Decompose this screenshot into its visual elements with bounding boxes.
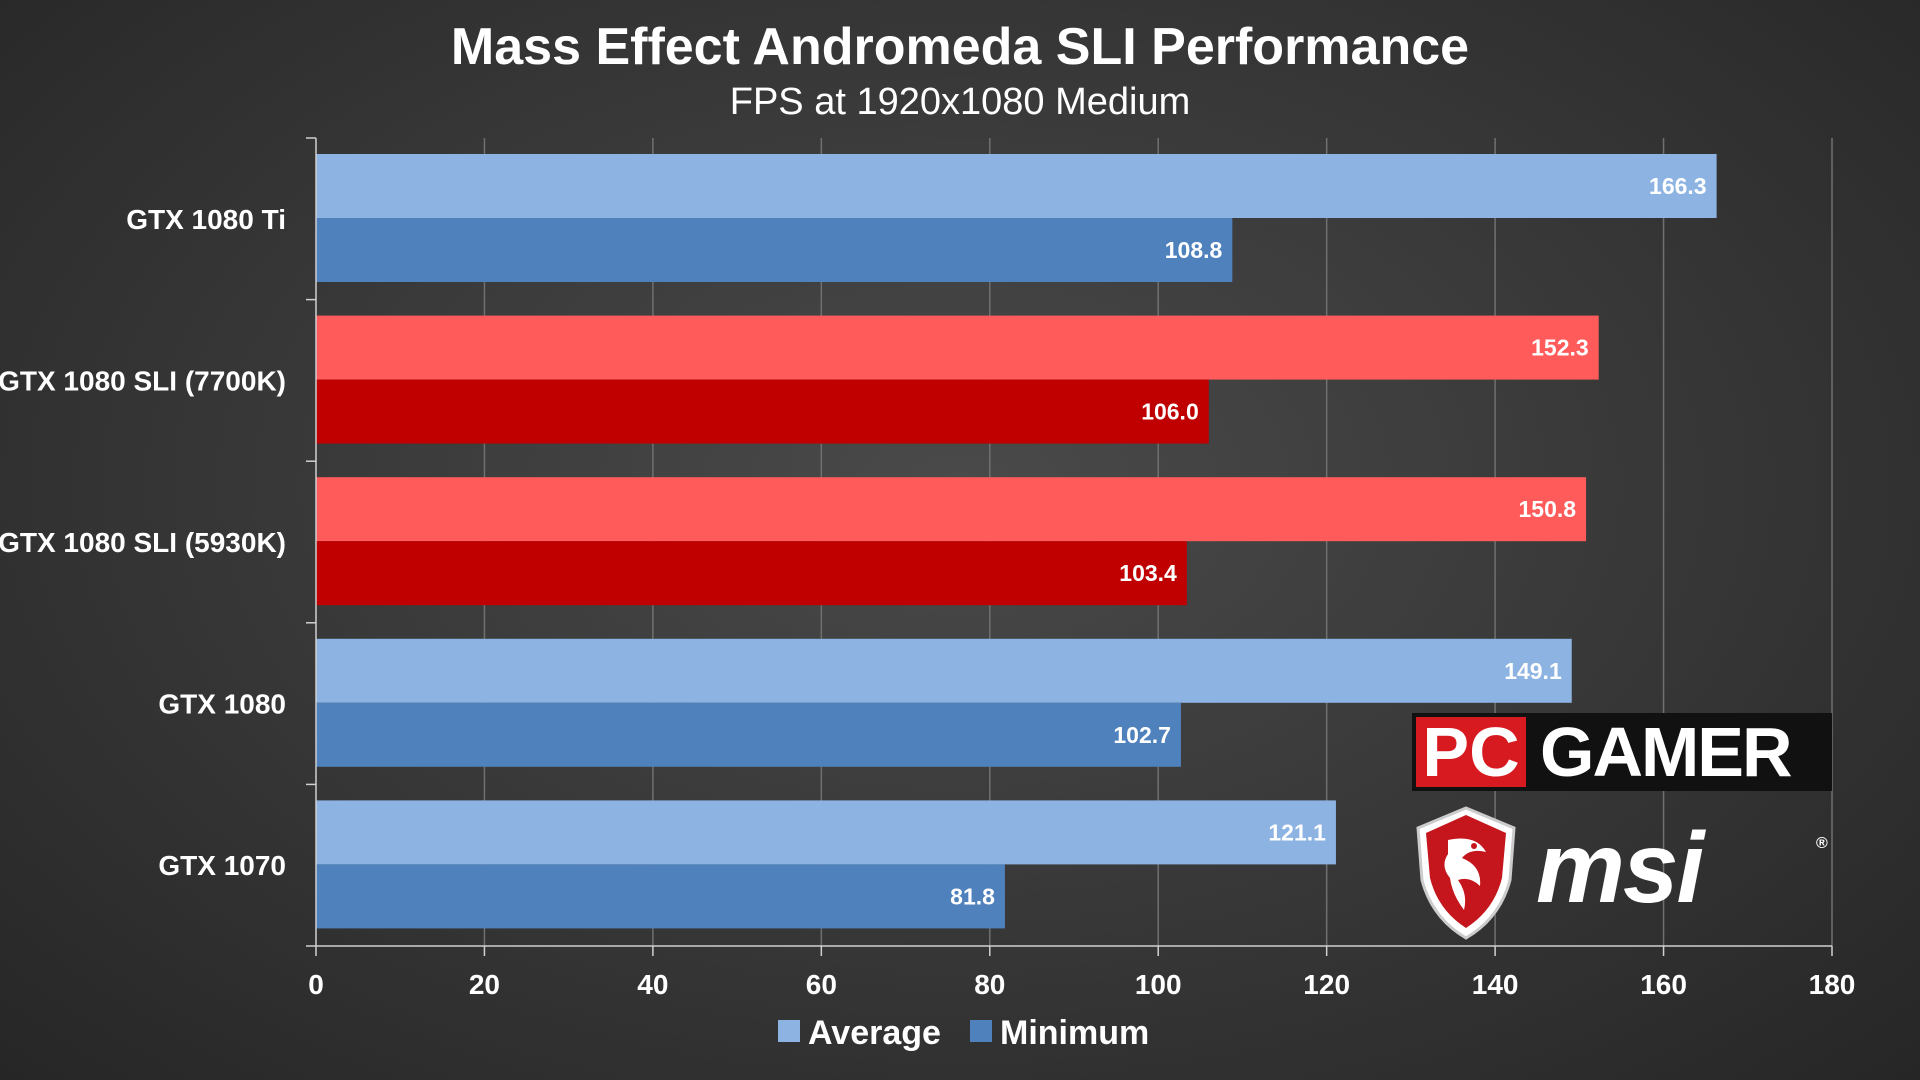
pcgamer-logo-pc-text: PC xyxy=(1422,713,1519,791)
bar-minimum-3 xyxy=(316,702,1181,767)
bar-value-label-minimum-3: 102.7 xyxy=(1113,722,1171,748)
x-tick-label-80: 80 xyxy=(974,969,1005,1000)
msi-registered-mark: ® xyxy=(1816,835,1828,852)
bar-average-0 xyxy=(316,154,1717,218)
bar-minimum-1 xyxy=(316,379,1209,444)
bar-value-label-minimum-0: 108.8 xyxy=(1165,237,1223,263)
x-tick-label-100: 100 xyxy=(1135,969,1182,1000)
bar-value-label-minimum-2: 103.4 xyxy=(1119,560,1177,586)
x-tick-label-40: 40 xyxy=(637,969,668,1000)
x-tick-label-160: 160 xyxy=(1640,969,1687,1000)
msi-logo: msi ® xyxy=(1416,806,1828,940)
category-label: GTX 1080 SLI (7700K) xyxy=(0,365,286,396)
chart-subtitle: FPS at 1920x1080 Medium xyxy=(730,81,1191,123)
bar-minimum-0 xyxy=(316,218,1233,282)
category-label: GTX 1080 Ti xyxy=(126,204,286,235)
bar-average-1 xyxy=(316,315,1599,380)
x-tick-label-120: 120 xyxy=(1303,969,1350,1000)
bars xyxy=(316,154,1717,929)
legend-label-minimum: Minimum xyxy=(1000,1014,1149,1052)
bar-minimum-2 xyxy=(316,541,1187,606)
bar-value-label-average-0: 166.3 xyxy=(1649,173,1707,199)
bar-average-2 xyxy=(316,477,1587,542)
msi-dragon-shield-icon xyxy=(1416,806,1516,940)
x-tick-label-20: 20 xyxy=(469,969,500,1000)
bar-value-label-minimum-4: 81.8 xyxy=(950,883,995,909)
category-label: GTX 1070 xyxy=(158,850,286,881)
legend-swatch-minimum xyxy=(970,1020,992,1042)
labels: GTX 1080 Ti 166.3 108.8 GTX 1080 SLI (7700K… xyxy=(0,173,1707,909)
legend: Average Minimum xyxy=(778,1014,1149,1052)
bar-value-label-average-1: 152.3 xyxy=(1531,335,1589,361)
x-tick-label-60: 60 xyxy=(806,969,837,1000)
x-tick-label-0: 0 xyxy=(308,969,324,1000)
pcgamer-logo-gamer-text: GAMER xyxy=(1540,713,1792,791)
bar-average-4 xyxy=(316,800,1336,865)
category-label: GTX 1080 SLI (5930K) xyxy=(0,527,286,558)
legend-label-average: Average xyxy=(808,1014,941,1052)
bar-minimum-4 xyxy=(316,864,1005,929)
msi-logo-text: msi xyxy=(1536,812,1707,924)
bar-average-3 xyxy=(316,638,1572,703)
legend-swatch-average xyxy=(778,1020,800,1042)
pcgamer-logo: PC GAMER xyxy=(1412,713,1832,791)
bar-value-label-minimum-1: 106.0 xyxy=(1141,399,1199,425)
axes: 0 20 40 60 80 100 120 140 160 180 xyxy=(306,137,1856,1000)
x-tick-label-180: 180 xyxy=(1809,969,1856,1000)
category-label: GTX 1080 xyxy=(158,689,286,720)
chart-title: Mass Effect Andromeda SLI Performance xyxy=(451,18,1469,76)
bar-value-label-average-3: 149.1 xyxy=(1504,658,1562,684)
pcgamer-logo-pc-block xyxy=(1416,717,1526,787)
bar-value-label-average-2: 150.8 xyxy=(1519,496,1577,522)
bar-value-label-average-4: 121.1 xyxy=(1268,819,1326,845)
x-tick-label-140: 140 xyxy=(1472,969,1519,1000)
